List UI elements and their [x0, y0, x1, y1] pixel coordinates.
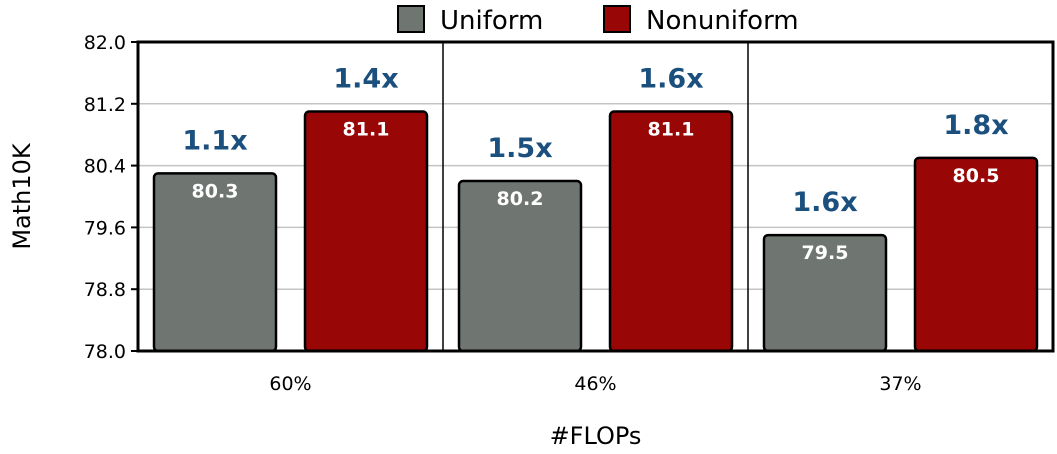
bars	[152, 110, 1039, 353]
legend-label: Nonuniform	[646, 6, 799, 36]
y-axis-label: Math10K	[8, 142, 36, 250]
bar-value-label: 79.5	[802, 242, 849, 264]
y-tick-label: 78.0	[84, 341, 126, 363]
speedup-annotation: 1.4x	[333, 64, 398, 95]
bar-nonuniform-0	[303, 110, 429, 353]
legend-label: Uniform	[440, 6, 543, 36]
speedup-annotation: 1.6x	[792, 187, 857, 218]
y-tick-label: 80.4	[84, 156, 126, 178]
bar-value-label: 80.3	[192, 180, 239, 202]
plot-frame	[136, 40, 1055, 353]
x-category-label: 37%	[879, 373, 921, 395]
legend: Uniform Nonuniform	[397, 5, 799, 36]
y-axis-ticks: 78.0 78.8 79.6 80.4 81.2 82.0	[84, 32, 138, 363]
gridlines	[138, 103, 1053, 290]
speedup-annotation: 1.5x	[487, 133, 552, 164]
x-category-label: 46%	[574, 373, 616, 395]
speedup-annotation: 1.8x	[943, 110, 1008, 141]
x-category-label: 60%	[269, 373, 311, 395]
plot-border	[136, 40, 1055, 353]
x-axis-label: #FLOPs	[550, 422, 642, 450]
bar-value-label: 80.5	[953, 165, 1000, 187]
bar-nonuniform-1	[608, 110, 734, 353]
bar-value-label: 81.1	[343, 119, 390, 141]
y-tick-label: 78.8	[84, 279, 126, 301]
y-tick-label: 79.6	[84, 217, 126, 239]
legend-swatch-uniform	[397, 5, 425, 33]
bar-value-label: 80.2	[497, 188, 544, 210]
y-tick-label: 81.2	[84, 94, 126, 116]
y-tick-label: 82.0	[84, 32, 126, 54]
speedup-annotation: 1.6x	[638, 64, 703, 95]
legend-swatch-nonuniform	[603, 5, 631, 33]
bar-value-label: 81.1	[648, 119, 695, 141]
speedup-annotation: 1.1x	[182, 125, 247, 156]
labels: 80.3 1.1x 81.1 1.4x 60% 80.2 1.5x 81.1 1.6x 46% 79…	[182, 64, 1008, 395]
